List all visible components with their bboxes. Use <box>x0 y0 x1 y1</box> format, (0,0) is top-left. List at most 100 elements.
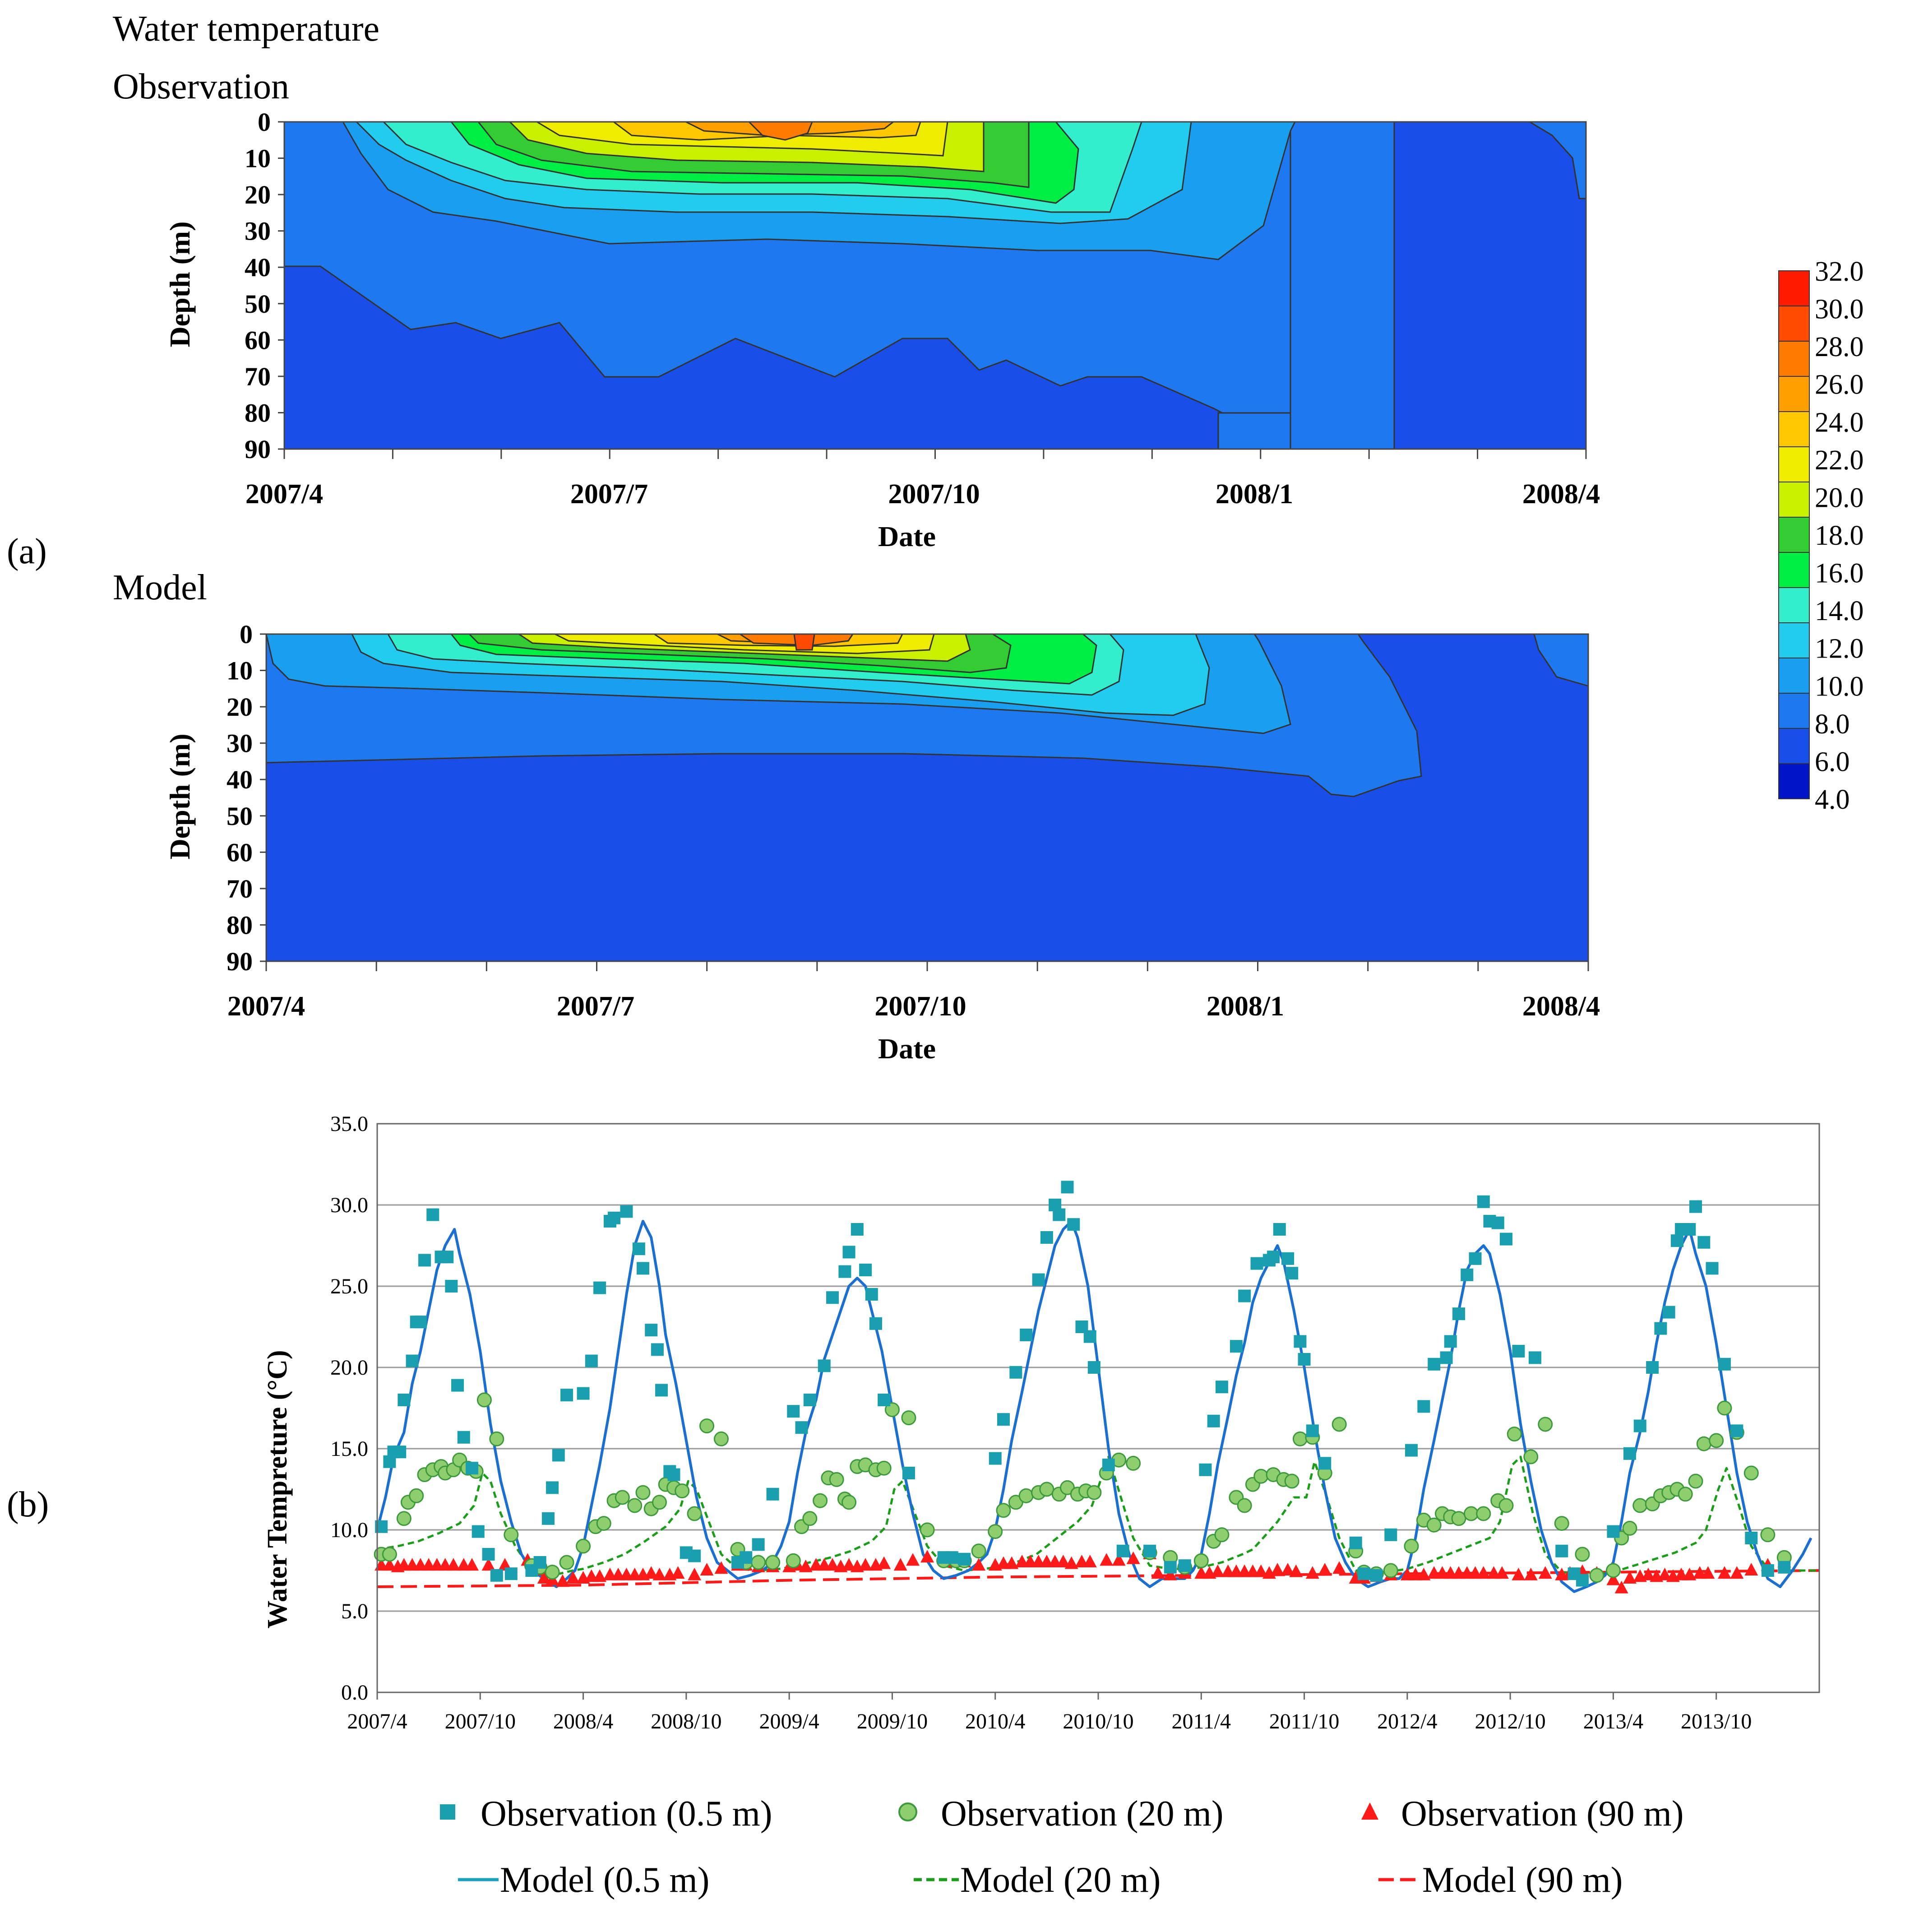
ts-ytick: 25.0 <box>330 1274 368 1298</box>
obs-depth-axis: 0 10 20 30 40 50 60 70 80 90 <box>245 107 284 464</box>
obs-20m-point <box>842 1495 857 1510</box>
obs-20m-point <box>1589 1568 1604 1583</box>
obs-20m-point <box>1426 1517 1442 1533</box>
obs-depth-tick: 70 <box>245 362 271 391</box>
obs-05m-point <box>851 1223 864 1236</box>
obs-05m-point <box>1294 1335 1307 1348</box>
obs-05m-point <box>1164 1561 1177 1574</box>
obs-90m-point <box>481 1558 495 1571</box>
obs-90m-point <box>1683 1567 1697 1580</box>
obs-05m-point <box>1444 1335 1457 1348</box>
obs-depth-tick: 50 <box>245 289 271 319</box>
obs-05m-point <box>688 1549 701 1562</box>
obs-05m-point <box>418 1254 431 1267</box>
legend-model-20-label: Model (20 m) <box>960 1860 1161 1900</box>
obs-05m-point <box>878 1394 891 1406</box>
obs-05m-point <box>1633 1419 1646 1432</box>
colorbar-swatch <box>1778 411 1810 447</box>
obs-05m-point <box>1697 1236 1711 1249</box>
obs-05m-point <box>533 1556 546 1569</box>
obs-05m-point <box>1683 1223 1696 1236</box>
obs-05m-point <box>636 1262 649 1275</box>
obs-05m-point <box>414 1316 427 1329</box>
obs-05m-point <box>593 1281 606 1294</box>
obs-20m-point <box>675 1483 690 1499</box>
obs-05m-point <box>466 1462 479 1475</box>
obs-05m-point <box>1662 1306 1675 1319</box>
obs-20m-point <box>813 1493 828 1508</box>
ts-xtick: 2007/10 <box>445 1710 516 1733</box>
model-date-tick-2008-1: 2008/1 <box>1207 991 1284 1022</box>
obs-90m-point <box>799 1559 813 1572</box>
obs-05m-point <box>585 1354 598 1367</box>
ts-xtick: 2013/4 <box>1583 1710 1643 1733</box>
obs-20m-point <box>996 1503 1011 1518</box>
obs-20m-point <box>1743 1465 1759 1481</box>
obs-90m-point <box>826 1558 840 1571</box>
obs-05m-point <box>740 1551 753 1564</box>
colorbar-swatch <box>1778 446 1810 482</box>
obs-05m-point <box>1102 1459 1115 1471</box>
obs-20m-point <box>576 1538 591 1554</box>
obs-90m-point <box>1083 1555 1097 1567</box>
obs-90m-point <box>1262 1566 1276 1579</box>
obs-90m-point <box>593 1569 607 1582</box>
obs-05m-point <box>1428 1357 1441 1371</box>
obs-05m-point <box>1087 1361 1100 1374</box>
obs-90m-point <box>1614 1580 1628 1594</box>
obs-90m-point <box>1538 1566 1552 1579</box>
colorbar-swatch <box>1778 728 1810 764</box>
obs-05m-point <box>1528 1351 1541 1364</box>
ts-ytick: 20.0 <box>330 1356 368 1380</box>
obs-90m-point <box>446 1558 460 1571</box>
obs-05m-point <box>1215 1381 1228 1394</box>
colorbar-swatch <box>1778 587 1810 623</box>
obs-05m-point <box>1250 1257 1263 1270</box>
obs-05m-point <box>1285 1267 1299 1280</box>
obs-05m-point <box>869 1317 882 1330</box>
obs-20m-point <box>1332 1417 1347 1432</box>
obs-20m-point <box>971 1543 986 1559</box>
ts-xtick: 2008/4 <box>553 1710 613 1733</box>
obs-20m-point <box>627 1498 643 1513</box>
ts-xtick: 2007/4 <box>347 1710 407 1733</box>
obs-05m-point <box>552 1449 565 1462</box>
obs-05m-point <box>1207 1414 1220 1427</box>
legend-obs-20-marker <box>898 1802 917 1821</box>
obs-90m-point <box>1417 1567 1431 1580</box>
ts-xtick: 2012/10 <box>1475 1710 1545 1733</box>
obs-05m-point <box>1020 1329 1033 1341</box>
obs-20m-point <box>1523 1449 1539 1464</box>
model-date-tick-2008-4: 2008/4 <box>1522 991 1600 1022</box>
obs-05m-point <box>490 1569 503 1582</box>
obs-band-28-30 <box>748 122 813 141</box>
obs-05m-point <box>1349 1536 1362 1549</box>
obs-05m-point <box>1318 1457 1332 1470</box>
obs-05m-point <box>1654 1322 1667 1335</box>
obs-05m-point <box>1500 1232 1513 1246</box>
obs-90m-point <box>537 1571 551 1584</box>
obs-90m-point <box>842 1558 856 1571</box>
legend-obs-20-label: Observation (20 m) <box>941 1794 1224 1834</box>
obs-05m-point <box>1083 1330 1096 1343</box>
obs-05m-point <box>472 1525 485 1538</box>
obs-depth-tick: 10 <box>245 144 271 173</box>
obs-20m-point <box>382 1547 397 1562</box>
obs-90m-point <box>893 1558 907 1571</box>
obs-05m-point <box>1143 1544 1156 1557</box>
colorbar-swatch <box>1778 693 1810 729</box>
obs-90m-point <box>1606 1572 1620 1585</box>
obs-05m-point <box>1032 1273 1045 1286</box>
obs-05m-point <box>795 1421 808 1434</box>
obs-05m-point <box>1555 1544 1568 1557</box>
obs-90m-point <box>1717 1566 1731 1579</box>
ts-xtick: 2011/10 <box>1269 1710 1340 1733</box>
model-depth-tick: 50 <box>227 802 253 831</box>
colorbar-swatch <box>1778 376 1810 412</box>
obs-90m-point <box>1495 1566 1509 1579</box>
obs-05m-point <box>1761 1564 1774 1577</box>
ts-ylabel: Water Tempreture (°C) <box>262 1350 293 1628</box>
obs-20m-point <box>559 1555 574 1570</box>
obs-20m-point <box>1498 1498 1514 1513</box>
obs-05m-point <box>398 1394 411 1406</box>
